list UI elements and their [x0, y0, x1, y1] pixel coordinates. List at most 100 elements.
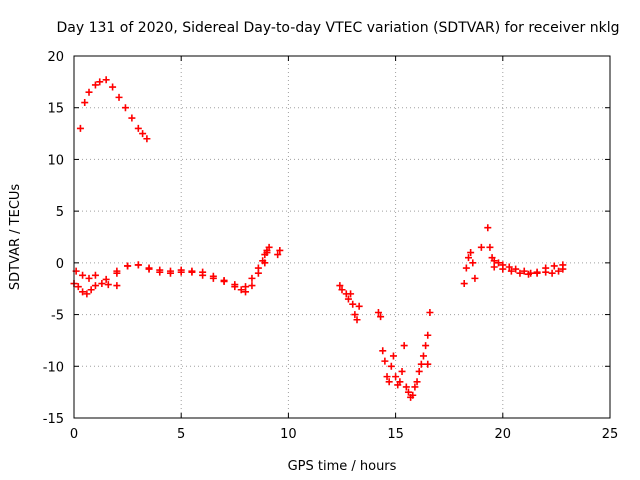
data-point	[426, 309, 434, 317]
data-point	[477, 243, 485, 251]
data-point	[248, 274, 256, 282]
data-point	[520, 267, 528, 275]
data-point	[379, 347, 387, 355]
data-point	[507, 267, 515, 275]
data-point	[220, 276, 228, 284]
data-point	[85, 274, 93, 282]
data-point	[199, 268, 207, 276]
x-tick-label: 25	[602, 427, 619, 442]
data-point	[109, 83, 117, 91]
data-point	[276, 246, 284, 254]
data-point	[156, 268, 164, 276]
data-point	[98, 280, 106, 288]
data-point	[424, 331, 432, 339]
data-point	[400, 342, 408, 350]
data-point	[505, 263, 513, 271]
data-point	[353, 316, 361, 324]
series-arc-g	[402, 309, 434, 401]
data-point	[336, 282, 344, 290]
y-tick-label: 20	[47, 50, 64, 65]
data-point	[467, 249, 475, 257]
data-point	[542, 264, 550, 272]
data-point	[415, 367, 423, 375]
y-tick-label: 10	[47, 153, 64, 168]
data-point	[134, 124, 142, 132]
data-point	[79, 288, 87, 296]
plot-frame	[73, 55, 611, 419]
data-point	[102, 275, 110, 283]
grid-lines	[74, 56, 610, 418]
data-point	[209, 272, 217, 280]
x-axis-label: GPS time / hours	[288, 459, 397, 474]
x-tick-label: 15	[387, 427, 404, 442]
series-arc-f	[374, 309, 408, 389]
data-point	[396, 378, 404, 386]
data-point	[355, 302, 363, 310]
data-point	[471, 274, 479, 282]
x-tick-label: 20	[495, 427, 512, 442]
data-points	[70, 76, 567, 401]
data-point	[121, 104, 129, 112]
data-point	[274, 251, 282, 259]
data-point	[261, 251, 269, 259]
data-point	[166, 269, 174, 277]
data-point	[143, 135, 151, 143]
data-point	[555, 267, 563, 275]
data-point	[419, 352, 427, 360]
data-point	[385, 378, 393, 386]
data-point	[188, 267, 196, 275]
data-point	[512, 265, 520, 273]
data-point	[387, 362, 395, 370]
y-tick-label: 5	[56, 205, 64, 220]
data-point	[91, 271, 99, 279]
data-point	[102, 76, 110, 84]
data-point	[248, 282, 256, 290]
data-point	[398, 367, 406, 375]
data-point	[96, 78, 104, 86]
axis-ticks: 0 5 10 15 20 25 -15 -10 -5 0 5 10 15 20	[43, 50, 619, 442]
data-point	[389, 352, 397, 360]
series-arc-upper	[76, 76, 151, 143]
data-point	[484, 224, 492, 232]
data-point	[486, 243, 494, 251]
data-point	[81, 99, 89, 107]
data-point	[417, 360, 425, 368]
y-tick-label: -10	[43, 360, 64, 375]
data-point	[177, 268, 185, 276]
data-point	[469, 259, 477, 267]
series-arc-h	[460, 243, 485, 288]
data-point	[422, 342, 430, 350]
data-point	[91, 81, 99, 89]
data-point	[409, 391, 417, 399]
data-point	[113, 267, 121, 275]
data-point	[79, 271, 87, 279]
data-point	[83, 290, 91, 298]
chart-title: Day 131 of 2020, Sidereal Day-to-day VTE…	[57, 20, 620, 36]
data-point	[338, 286, 346, 294]
data-point	[424, 360, 432, 368]
data-point	[516, 269, 524, 277]
data-point	[128, 114, 136, 122]
data-point	[383, 373, 391, 381]
data-point	[460, 280, 468, 288]
x-tick-label: 10	[280, 427, 297, 442]
data-point	[559, 261, 567, 269]
data-point	[404, 388, 412, 396]
data-point	[411, 383, 419, 391]
data-point	[402, 383, 410, 391]
data-point	[113, 282, 121, 290]
data-point	[374, 309, 382, 317]
x-tick-label: 0	[70, 427, 78, 442]
data-point	[550, 262, 558, 270]
data-point	[104, 281, 112, 289]
data-point	[139, 130, 147, 138]
data-point	[74, 283, 82, 291]
data-point	[525, 270, 533, 278]
data-point	[265, 243, 273, 251]
series-arc-e	[336, 282, 363, 324]
data-point	[347, 290, 355, 298]
y-axis-label: SDTVAR / TECUs	[8, 184, 23, 291]
data-point	[413, 378, 421, 386]
data-point	[259, 257, 267, 265]
